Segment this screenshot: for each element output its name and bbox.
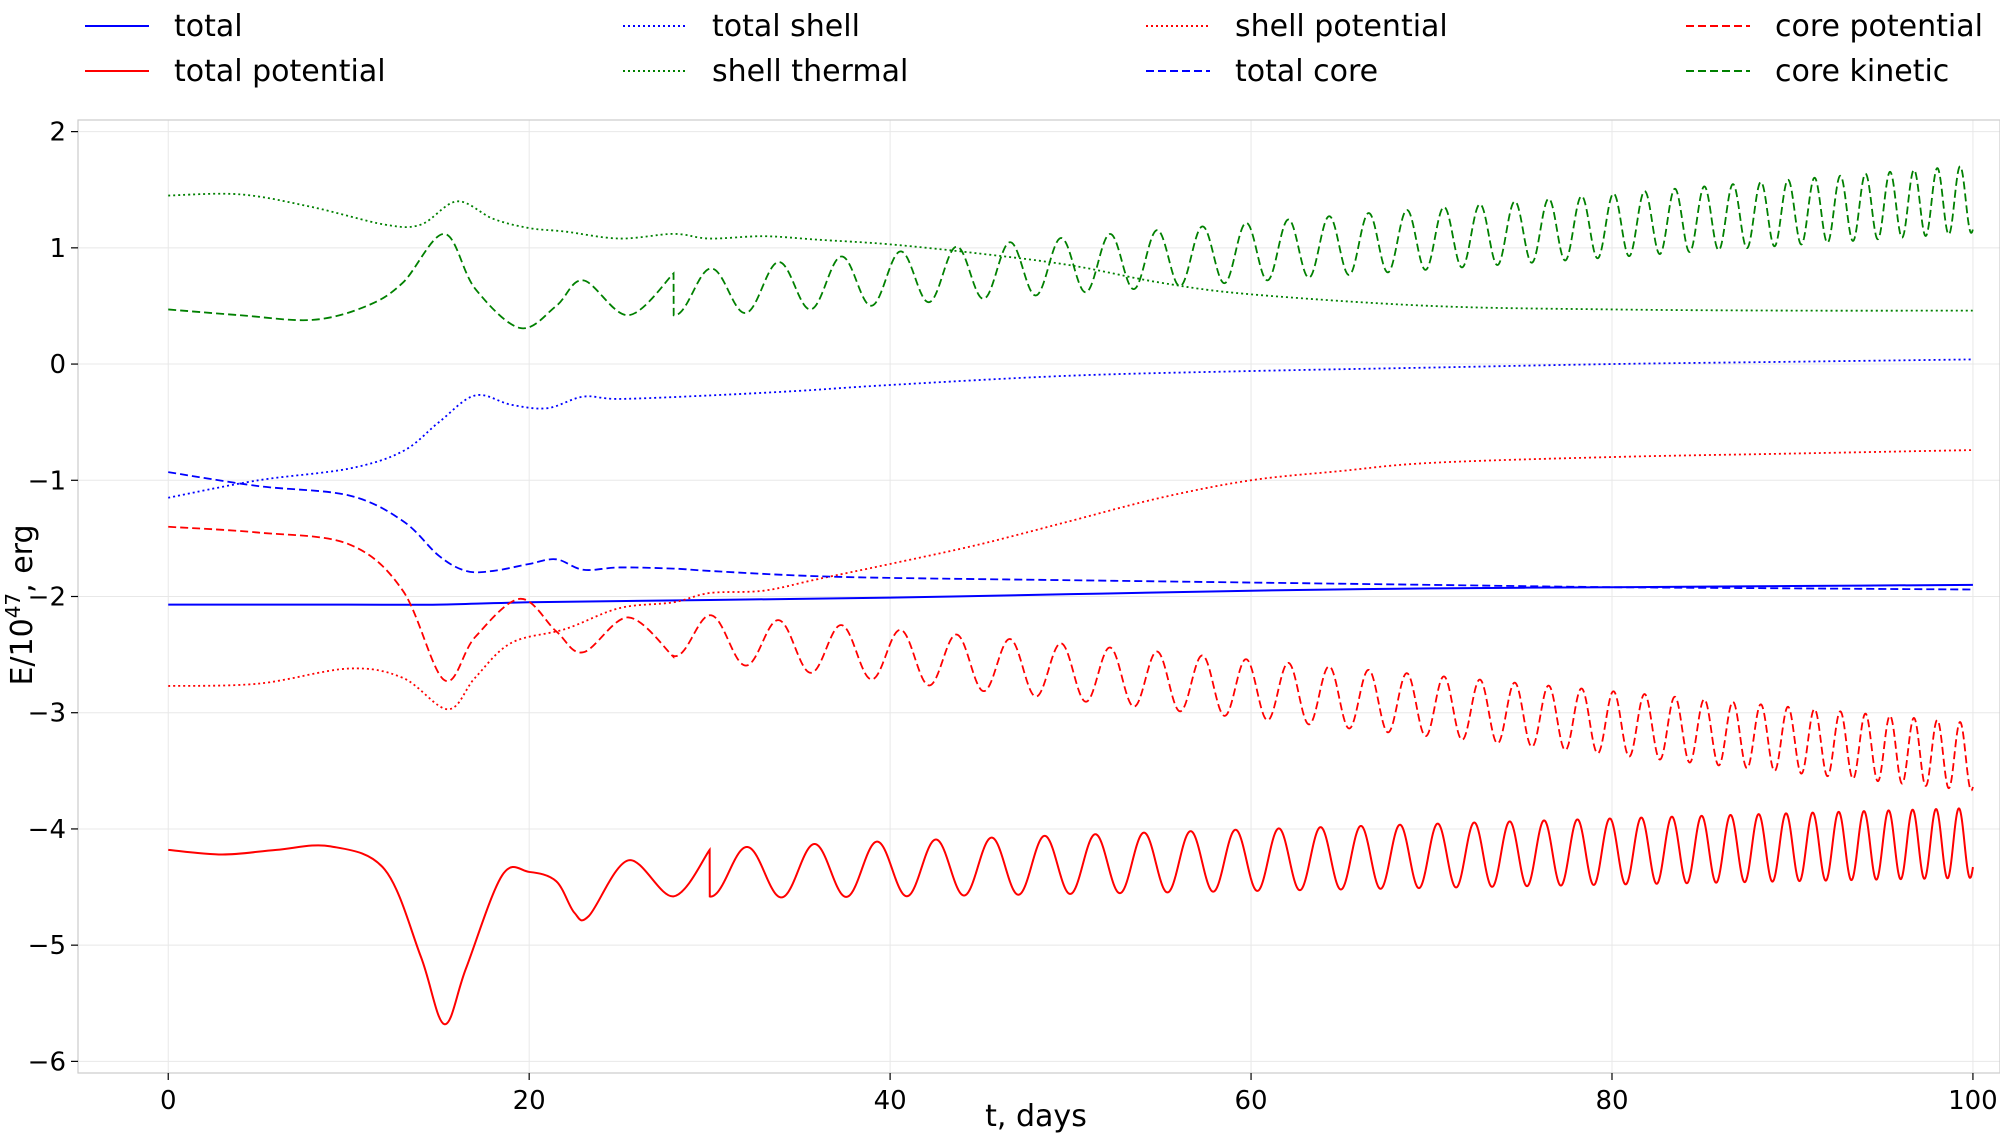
legend-item-core-potential: core potential <box>1686 9 1983 44</box>
y-tick-label: 1 <box>49 234 66 264</box>
legend-label: core kinetic <box>1775 54 1949 89</box>
series-lines <box>168 165 1974 1026</box>
series-line-core-potential <box>168 525 1974 792</box>
x-tick-label: 0 <box>160 1086 177 1116</box>
y-axis-label-exponent: 47 <box>1 593 25 618</box>
x-tick-label: 40 <box>874 1086 907 1116</box>
series-line-shell-potential <box>168 449 1973 711</box>
y-axis-label-base: E/10 <box>5 618 40 685</box>
legend-item-core-kinetic: core kinetic <box>1686 54 1949 89</box>
y-tick-label: −3 <box>28 699 66 729</box>
y-tick-label: −4 <box>28 815 66 845</box>
x-tick-label: 80 <box>1595 1086 1628 1116</box>
series-line-total-potential <box>168 807 1974 1026</box>
legend: total total shell shell potential core pote… <box>85 9 1983 89</box>
series-line-core-kinetic <box>168 165 1974 330</box>
legend-label: total <box>174 9 243 44</box>
series-line-shell-thermal <box>168 192 1973 312</box>
y-tick-label: 2 <box>49 118 66 148</box>
x-axis-label: t, days <box>985 1099 1087 1133</box>
y-tick-label: 0 <box>49 350 66 380</box>
legend-label: core potential <box>1775 9 1983 44</box>
series-line-total-shell <box>168 358 1973 499</box>
legend-label: total shell <box>712 9 860 44</box>
x-tick-label: 100 <box>1948 1086 1998 1116</box>
y-axis-label-unit: , erg <box>5 524 40 592</box>
legend-label: total potential <box>174 54 386 89</box>
x-tick-label: 60 <box>1235 1086 1268 1116</box>
y-axis-label: E/1047, erg <box>1 524 40 685</box>
series-line-total-core <box>168 471 1973 591</box>
x-tick-label: 20 <box>513 1086 546 1116</box>
legend-label: shell thermal <box>712 54 908 89</box>
legend-item-shell-potential: shell potential <box>1146 9 1448 44</box>
legend-item-total: total <box>85 9 243 44</box>
legend-item-total-core: total core <box>1146 54 1378 89</box>
legend-item-shell-thermal: shell thermal <box>623 54 908 89</box>
y-tick-label: −2 <box>28 583 66 613</box>
y-tick-label: −6 <box>28 1047 66 1077</box>
y-tick-label: −5 <box>28 931 66 961</box>
axis-ticks: 0 20 40 60 80 100 2 1 0 −1 −2 −3 −4 −5 −6 <box>28 118 1998 1116</box>
legend-label: shell potential <box>1235 9 1448 44</box>
y-tick-label: −1 <box>28 466 66 496</box>
grid <box>78 120 2000 1073</box>
legend-label: total core <box>1235 54 1378 89</box>
legend-item-total-shell: total shell <box>623 9 860 44</box>
legend-item-total-potential: total potential <box>85 54 386 89</box>
